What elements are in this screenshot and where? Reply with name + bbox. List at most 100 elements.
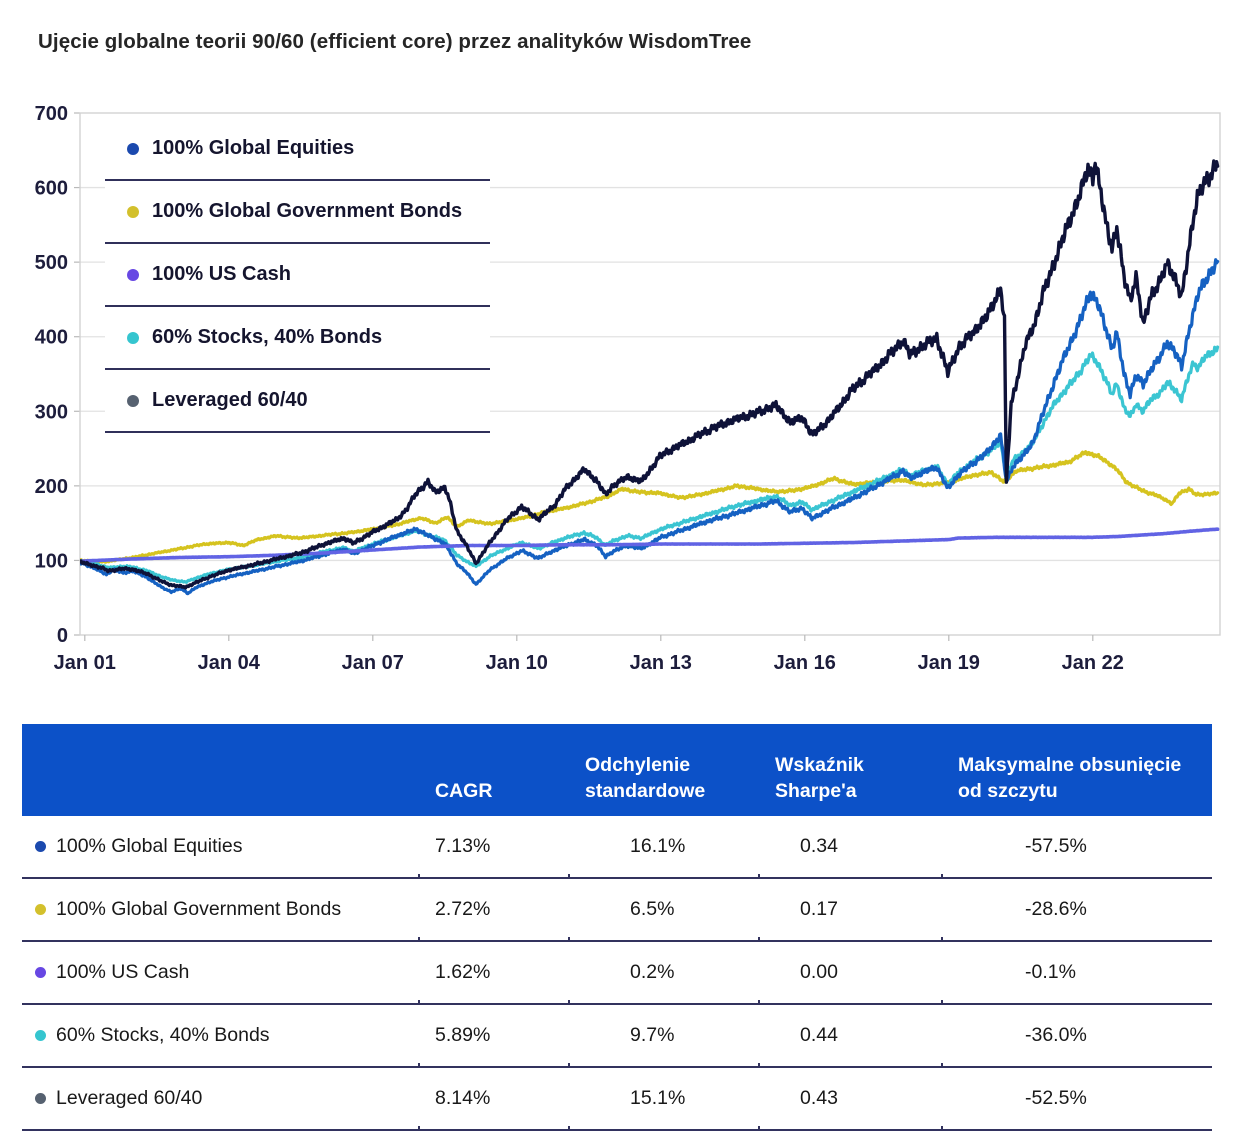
y-axis-label: 700 [35,103,68,125]
cell-cagr: 2.72% [435,898,491,920]
x-axis-label: Jan 10 [486,652,548,674]
cell-max_drawdown: -57.5% [1025,835,1087,857]
table-header-row: CAGR Odchylenie standardowe Wskaźnik Sharp… [22,724,1212,816]
cell-sharpe: 0.00 [800,961,838,983]
series-line-100-us-cash [80,527,1220,563]
cell-sharpe: 0.34 [800,835,838,857]
y-axis-label: 300 [35,401,68,423]
cell-max_drawdown: -36.0% [1025,1024,1087,1046]
row-label: 100% Global Government Bonds [22,879,418,940]
column-boundary-tick [418,1063,420,1068]
legend-label: 100% Global Equities [152,137,355,159]
column-boundary-tick [568,1126,570,1131]
legend-dot-icon [127,142,139,155]
row-label-text: 60% Stocks, 40% Bonds [56,1024,270,1046]
legend-item-2: 100% US Cash [105,244,490,307]
legend-dot-icon [127,394,139,407]
cell-std_dev: 16.1% [630,835,686,857]
cell-max_drawdown: -52.5% [1025,1087,1087,1109]
column-boundary-tick [418,874,420,879]
series-line-100-global-government-bonds [80,450,1220,564]
y-axis-label: 0 [57,625,68,647]
series-group [80,159,1220,596]
y-axis-label: 400 [35,327,68,349]
chart-title: Ujęcie globalne teorii 90/60 (efficient … [38,30,752,53]
series-dot-icon [35,1093,46,1104]
cell-std_dev: 9.7% [630,1024,675,1046]
column-boundary-tick [418,937,420,942]
legend-item-3: 60% Stocks, 40% Bonds [105,307,490,370]
y-axis-label: 500 [35,252,68,274]
cell-std_dev: 15.1% [630,1087,686,1109]
table-row-2: 100% US Cash 1.62% 0.2% 0.00 -0.1% [22,942,1212,1005]
column-boundary-tick [418,1126,420,1131]
cell-max_drawdown: -28.6% [1025,898,1087,920]
x-axis-label: Jan 07 [342,652,404,674]
legend-dot-icon [127,331,139,344]
table-header-3: Wskaźnik Sharpe'a [775,754,864,802]
y-axis-label: 200 [35,476,68,498]
legend-item-1: 100% Global Government Bonds [105,181,490,244]
cell-max_drawdown: -0.1% [1025,961,1076,983]
series-dot-icon [35,841,46,852]
table-row-4: Leveraged 60/40 8.14% 15.1% 0.43 -52.5% [22,1068,1212,1131]
row-label-text: 100% Global Equities [56,835,243,857]
column-boundary-tick [758,1063,760,1068]
table-header-2: Odchylenie standardowe [585,754,706,802]
cell-cagr: 1.62% [435,961,491,983]
legend-dot-icon [127,205,139,218]
table-body: 100% Global Equities 7.13% 16.1% 0.34 -57.5%… [22,816,1212,1131]
series-line-leveraged-60-40 [80,159,1220,590]
plot-border [79,112,1221,636]
x-axis-label: Jan 19 [918,652,980,674]
x-axis-label: Jan 16 [774,652,836,674]
column-boundary-tick [758,937,760,942]
legend-item-4: Leveraged 60/40 [105,370,490,433]
row-label: 100% US Cash [22,942,418,1003]
column-boundary-tick [758,1126,760,1131]
cell-sharpe: 0.17 [800,898,838,920]
cell-cagr: 8.14% [435,1087,491,1109]
table-header-1: CAGR [435,779,493,802]
cell-sharpe: 0.44 [800,1024,838,1046]
row-label-text: 100% US Cash [56,961,190,983]
column-boundary-tick [568,937,570,942]
table-row-1: 100% Global Government Bonds 2.72% 6.5% 0.1… [22,879,1212,942]
x-axis-label: Jan 01 [54,652,116,674]
stats-table: CAGR Odchylenie standardowe Wskaźnik Sharp… [22,724,1212,1131]
row-label: 100% Global Equities [22,816,418,877]
column-boundary-tick [941,1126,943,1131]
column-boundary-tick [941,1000,943,1005]
series-dot-icon [35,967,46,978]
table-header-4: Maksymalne obsunięcie od szczytu [958,754,1182,802]
column-boundary-tick [941,874,943,879]
cell-cagr: 7.13% [435,835,491,857]
cell-sharpe: 0.43 [800,1087,838,1109]
column-boundary-tick [941,937,943,942]
x-axis-label: Jan 13 [630,652,692,674]
table-header-empty [22,724,418,816]
row-label-text: Leveraged 60/40 [56,1087,203,1109]
column-boundary-tick [418,1000,420,1005]
row-label: 60% Stocks, 40% Bonds [22,1005,418,1066]
row-label-text: 100% Global Government Bonds [56,898,342,920]
legend-dot-icon [127,268,139,281]
series-dot-icon [35,1030,46,1041]
column-boundary-tick [568,1063,570,1068]
column-boundary-tick [941,1063,943,1068]
legend-label: 100% Global Government Bonds [152,200,463,222]
line-chart: 0 100 200 300 400 500 600 700 Jan 01 Jan 04 Jan 07… [35,103,1221,674]
column-boundary-tick [758,1000,760,1005]
legend-label: 100% US Cash [152,263,291,285]
cell-cagr: 5.89% [435,1024,491,1046]
series-dot-icon [35,904,46,915]
table-row-0: 100% Global Equities 7.13% 16.1% 0.34 -57.5% [22,816,1212,879]
x-axis-label: Jan 04 [198,652,261,674]
column-boundary-tick [568,874,570,879]
y-axis-label: 100 [35,550,68,572]
y-axis-label: 600 [35,178,68,200]
table-row-3: 60% Stocks, 40% Bonds 5.89% 9.7% 0.44 -36.0% [22,1005,1212,1068]
cell-std_dev: 6.5% [630,898,675,920]
legend-label: Leveraged 60/40 [152,389,308,411]
